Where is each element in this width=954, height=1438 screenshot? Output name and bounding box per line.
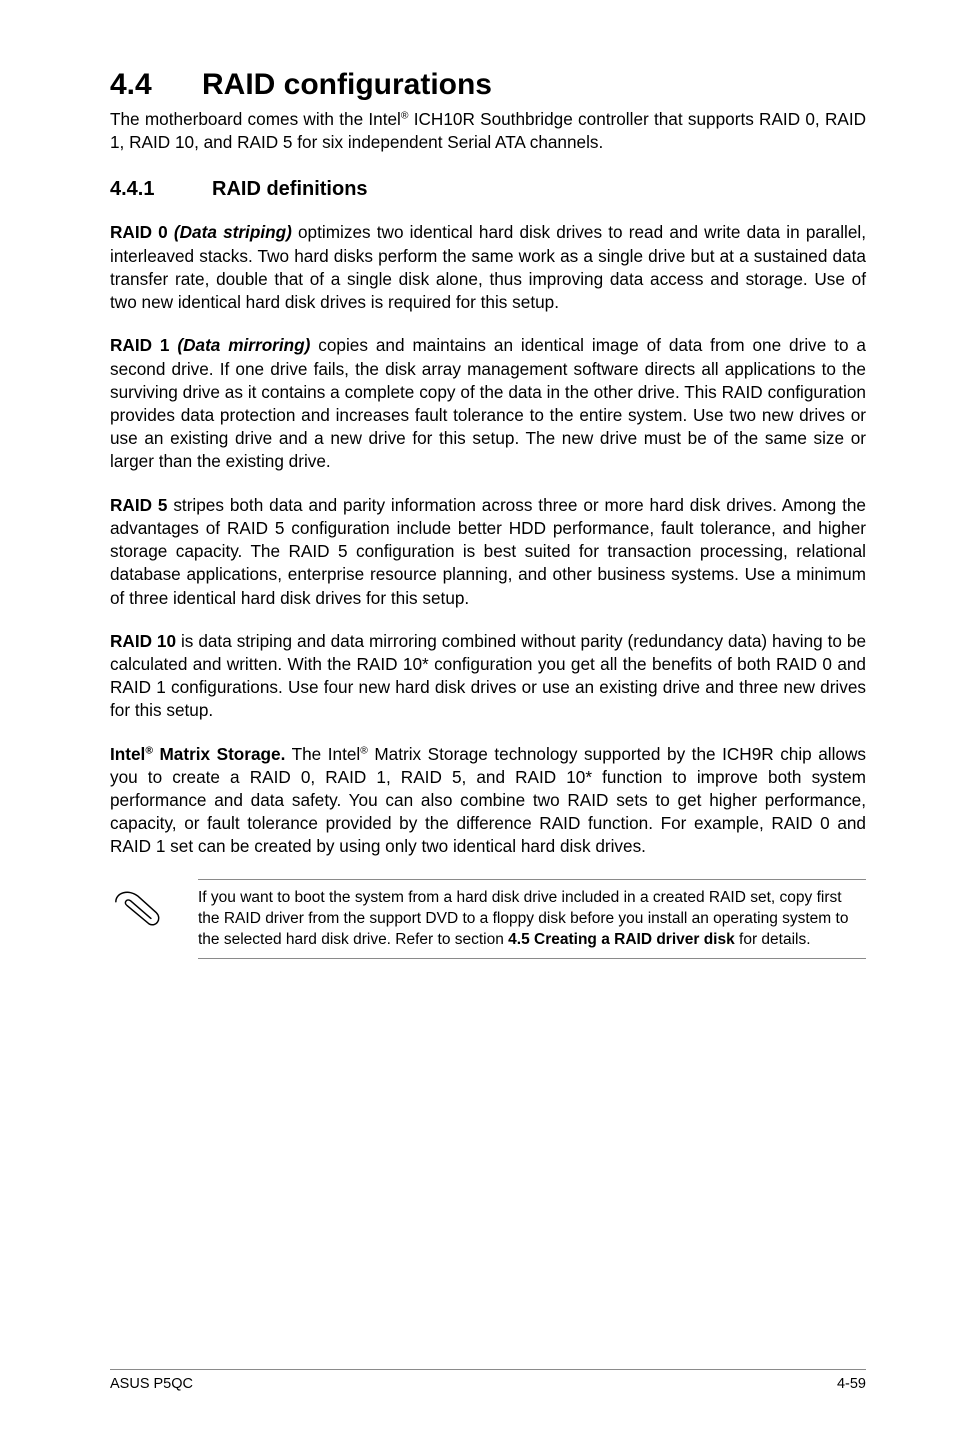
- section-title: RAID configurations: [202, 68, 492, 101]
- page-footer: ASUS P5QC 4-59: [110, 1369, 866, 1392]
- note-c: for details.: [735, 931, 811, 948]
- intro-paragraph: The motherboard comes with the Intel® IC…: [110, 108, 866, 154]
- intel-mid-a: The Intel: [285, 744, 360, 764]
- raid0-paragraph: RAID 0 (Data striping) optimizes two ide…: [110, 221, 866, 314]
- raid0-term: (Data striping): [174, 222, 292, 242]
- note-block: If you want to boot the system from a ha…: [110, 879, 866, 960]
- raid10-label: RAID 10: [110, 631, 176, 651]
- raid1-term: (Data mirroring): [177, 335, 310, 355]
- subsection-number: 4.4.1: [110, 178, 212, 201]
- footer-right: 4-59: [837, 1376, 866, 1392]
- subsection-title: RAID definitions: [212, 178, 368, 200]
- intro-text-a: The motherboard comes with the Intel: [110, 109, 401, 129]
- subsection-heading: 4.4.1RAID definitions: [110, 178, 866, 201]
- section-number: 4.4: [110, 68, 202, 102]
- reg-mark-icon: ®: [145, 745, 153, 756]
- note-text: If you want to boot the system from a ha…: [198, 879, 866, 960]
- raid1-text: copies and maintains an identical image …: [110, 335, 866, 471]
- reg-mark-icon: ®: [360, 745, 368, 756]
- note-b: 4.5 Creating a RAID driver disk: [508, 931, 735, 948]
- footer-left: ASUS P5QC: [110, 1376, 193, 1392]
- raid10-paragraph: RAID 10 is data striping and data mirror…: [110, 630, 866, 723]
- intel-label-a: Intel: [110, 744, 145, 764]
- section-heading: 4.4RAID configurations: [110, 68, 866, 102]
- intel-label-b: Matrix Storage.: [153, 744, 285, 764]
- intel-matrix-paragraph: Intel® Matrix Storage. The Intel® Matrix…: [110, 743, 866, 859]
- raid0-label: RAID 0: [110, 222, 174, 242]
- raid10-text: is data striping and data mirroring comb…: [110, 631, 866, 721]
- page: 4.4RAID configurations The motherboard c…: [0, 0, 954, 1438]
- paperclip-icon: [110, 879, 170, 940]
- raid5-paragraph: RAID 5 stripes both data and parity info…: [110, 494, 866, 610]
- raid1-label: RAID 1: [110, 335, 177, 355]
- raid5-label: RAID 5: [110, 495, 167, 515]
- raid5-text: stripes both data and parity information…: [110, 495, 866, 608]
- raid1-paragraph: RAID 1 (Data mirroring) copies and maint…: [110, 334, 866, 473]
